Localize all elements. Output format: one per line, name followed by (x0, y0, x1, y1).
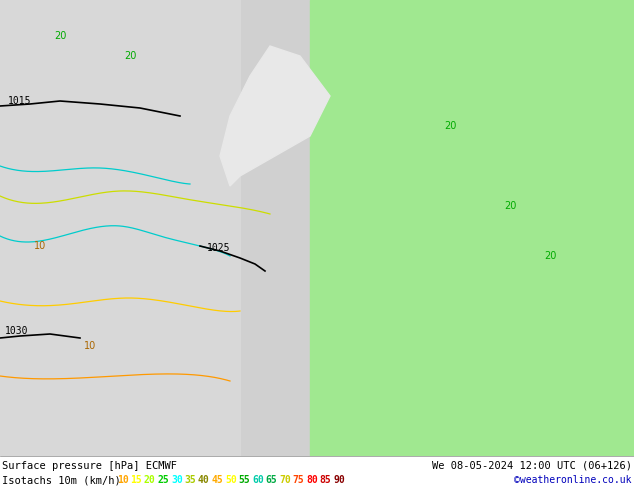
Text: 60: 60 (252, 475, 264, 486)
Text: 20: 20 (544, 251, 556, 261)
Text: 30: 30 (171, 475, 183, 486)
Text: 70: 70 (279, 475, 291, 486)
Text: 20: 20 (444, 121, 456, 131)
Bar (0, 456, 634, 490)
Polygon shape (310, 0, 634, 456)
Text: Isotachs 10m (km/h): Isotachs 10m (km/h) (2, 475, 120, 486)
Text: 1015: 1015 (8, 96, 32, 106)
Text: 35: 35 (184, 475, 197, 486)
Text: 25: 25 (157, 475, 169, 486)
Text: 75: 75 (292, 475, 304, 486)
Text: We 08-05-2024 12:00 UTC (06+126): We 08-05-2024 12:00 UTC (06+126) (432, 461, 632, 470)
Text: 40: 40 (198, 475, 210, 486)
Text: 10: 10 (84, 341, 96, 351)
Text: 50: 50 (225, 475, 236, 486)
Text: 10: 10 (34, 241, 46, 251)
Text: 15: 15 (131, 475, 142, 486)
Text: 20: 20 (504, 201, 516, 211)
Text: 20: 20 (124, 51, 136, 61)
Text: 1030: 1030 (5, 326, 29, 336)
Text: Surface pressure [hPa] ECMWF: Surface pressure [hPa] ECMWF (2, 461, 177, 470)
Text: ©weatheronline.co.uk: ©weatheronline.co.uk (515, 475, 632, 486)
Text: 1025: 1025 (207, 243, 231, 253)
Text: 90: 90 (333, 475, 345, 486)
Bar (0, 0, 241, 456)
Text: 45: 45 (212, 475, 223, 486)
Text: 20: 20 (144, 475, 156, 486)
Text: 85: 85 (320, 475, 331, 486)
Text: 65: 65 (266, 475, 277, 486)
Text: 80: 80 (306, 475, 318, 486)
Text: 55: 55 (238, 475, 250, 486)
Text: 20: 20 (54, 31, 66, 41)
Polygon shape (220, 46, 330, 186)
Text: 10: 10 (117, 475, 129, 486)
